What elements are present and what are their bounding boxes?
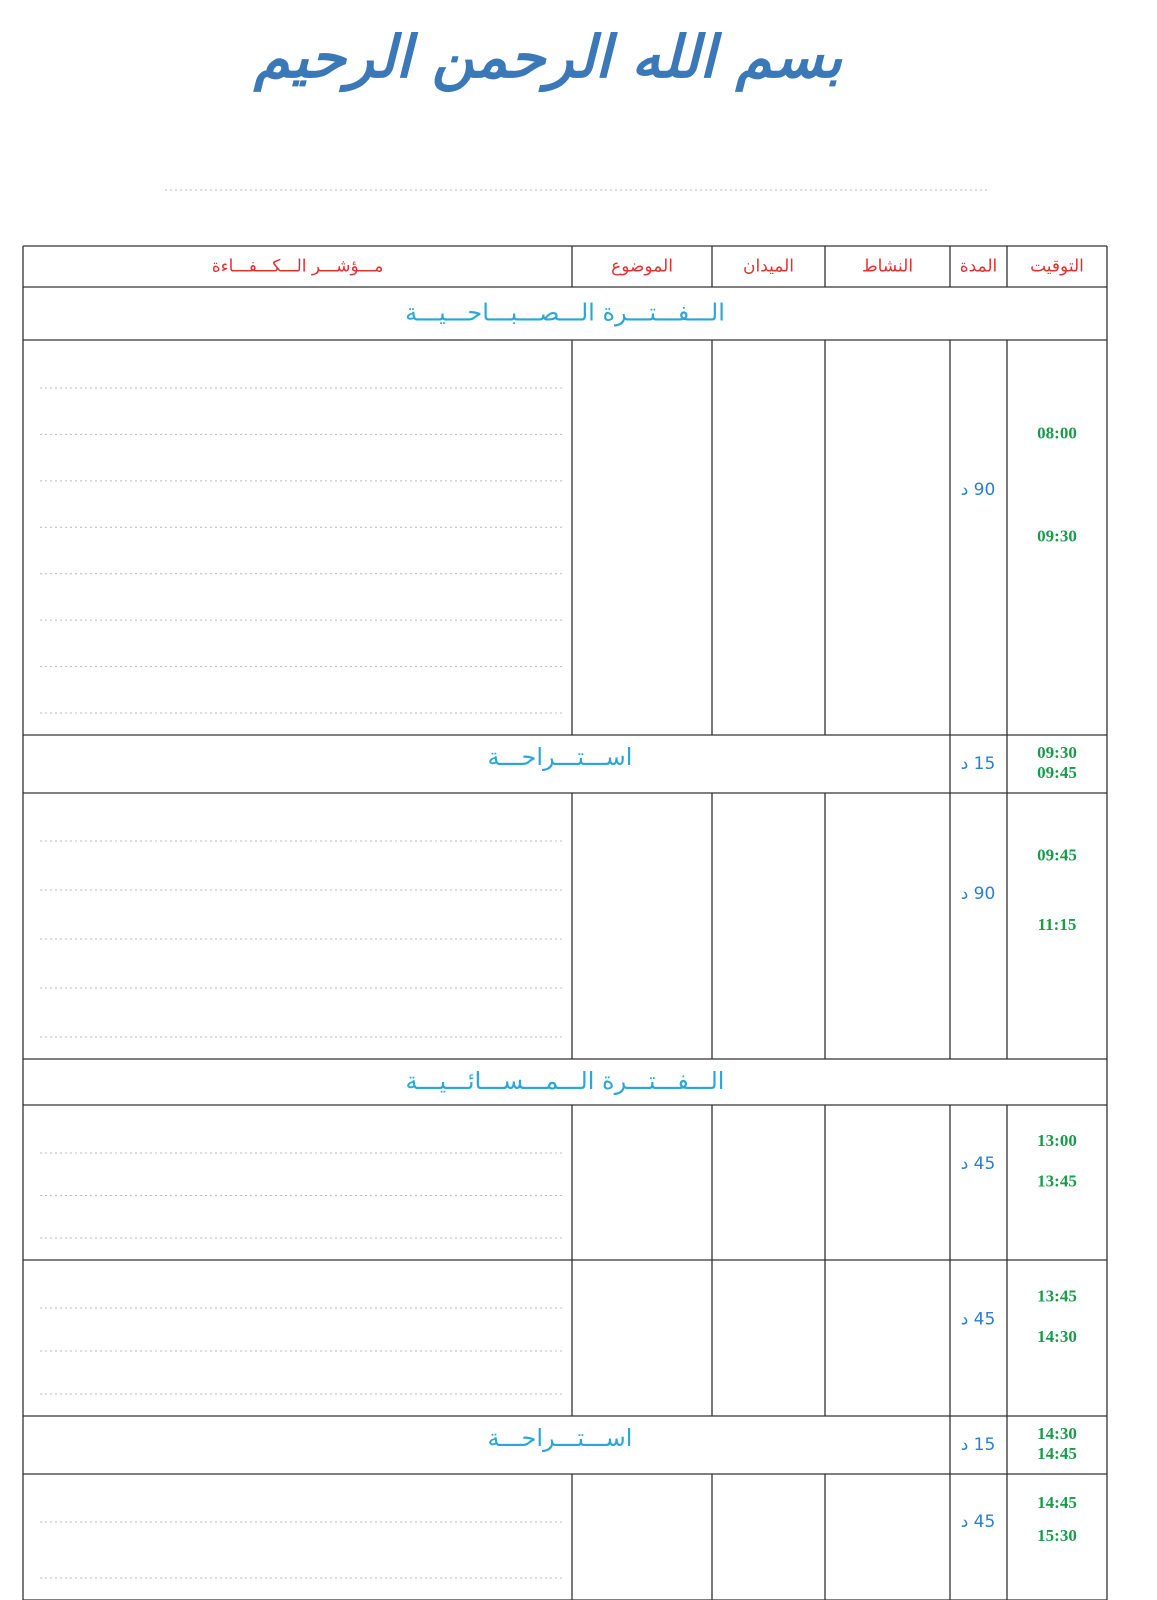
duration: 90 د (961, 884, 996, 904)
column-header: المدة (960, 257, 998, 277)
basmala: بسم الله الرحمن الرحيم (253, 23, 843, 93)
section-label: الـــفـــتـــرة الـــمـــســـائـــيـــة (406, 1067, 725, 1095)
time: 09:30 (1037, 526, 1077, 545)
duration: 45 د (961, 1154, 996, 1174)
duration: 15 د (961, 754, 996, 774)
column-header: التوقيت (1030, 257, 1084, 277)
section-label: الـــفـــتـــرة الـــصـــبـــاحـــيـــة (405, 299, 725, 327)
duration: 90 د (961, 480, 996, 500)
column-header: مـــؤشـــر الـــكـــفـــاءة (212, 257, 384, 277)
column-header: الموضوع (611, 257, 673, 277)
time: 09:45 (1037, 763, 1077, 782)
duration: 15 د (961, 1435, 996, 1455)
time: 14:45 (1037, 1444, 1077, 1463)
column-header: النشاط (862, 257, 913, 277)
time: 14:30 (1037, 1424, 1077, 1443)
duration: 45 د (961, 1309, 996, 1329)
time: 09:30 (1037, 743, 1077, 762)
time: 14:30 (1037, 1327, 1077, 1346)
duration: 45 د (961, 1512, 996, 1532)
time: 09:45 (1037, 846, 1077, 865)
column-header: الميدان (743, 257, 794, 277)
break-label: اســـتـــراحـــة (488, 1424, 633, 1452)
time: 13:00 (1037, 1131, 1077, 1150)
time: 15:30 (1037, 1526, 1077, 1545)
time: 13:45 (1037, 1286, 1077, 1305)
time: 13:45 (1037, 1171, 1077, 1190)
time: 14:45 (1037, 1493, 1077, 1512)
time: 11:15 (1038, 915, 1077, 934)
break-label: اســـتـــراحـــة (488, 743, 633, 771)
time: 08:00 (1037, 424, 1077, 443)
